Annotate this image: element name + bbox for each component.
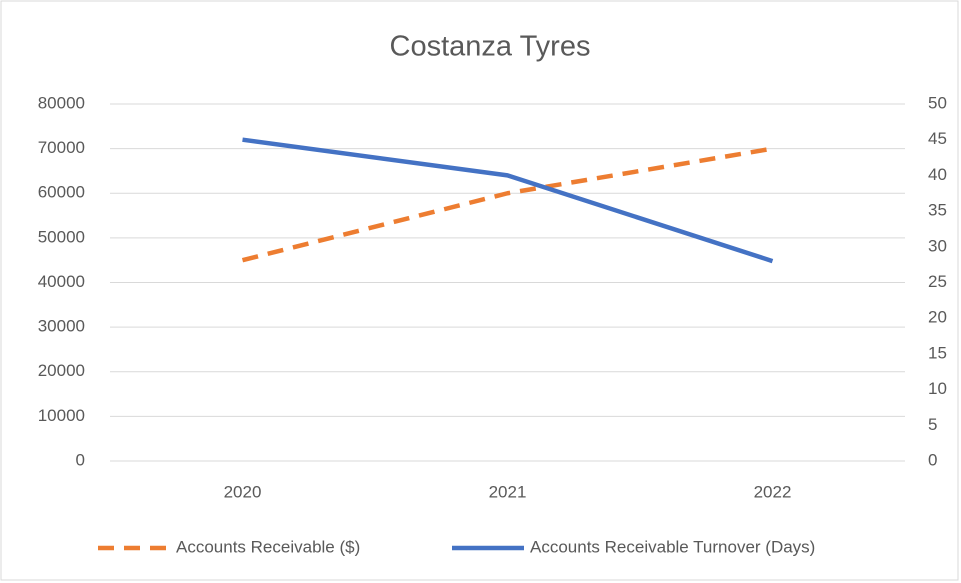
y-tick-label: 80000	[38, 93, 85, 112]
y-tick-label: 60000	[38, 183, 85, 202]
y2-tick-label: 35	[928, 201, 947, 220]
x-tick-label: 2022	[754, 482, 792, 501]
y-tick-label: 40000	[38, 272, 85, 291]
y-tick-label: 10000	[38, 406, 85, 425]
y2-tick-label: 5	[928, 415, 937, 434]
y-tick-label: 20000	[38, 361, 85, 380]
y2-tick-label: 30	[928, 236, 947, 255]
y2-tick-label: 0	[928, 450, 937, 469]
y2-tick-label: 50	[928, 93, 947, 112]
legend-label: Accounts Receivable Turnover (Days)	[530, 537, 815, 556]
y-tick-label: 0	[76, 450, 85, 469]
series-line	[241, 146, 773, 263]
y2-tick-label: 15	[928, 343, 947, 362]
y2-tick-label: 40	[928, 165, 947, 184]
x-tick-label: 2020	[224, 482, 262, 501]
y-tick-label: 70000	[38, 138, 85, 157]
series-line	[242, 137, 774, 264]
y2-tick-label: 25	[928, 272, 947, 291]
legend-label: Accounts Receivable ($)	[176, 537, 360, 556]
y2-tick-label: 10	[928, 379, 947, 398]
chart-title: Costanza Tyres	[390, 31, 591, 63]
y-tick-label: 30000	[38, 317, 85, 336]
y2-tick-label: 45	[928, 129, 947, 148]
y-tick-label: 50000	[38, 227, 85, 246]
y2-tick-label: 20	[928, 308, 947, 327]
x-tick-label: 2021	[489, 482, 527, 501]
